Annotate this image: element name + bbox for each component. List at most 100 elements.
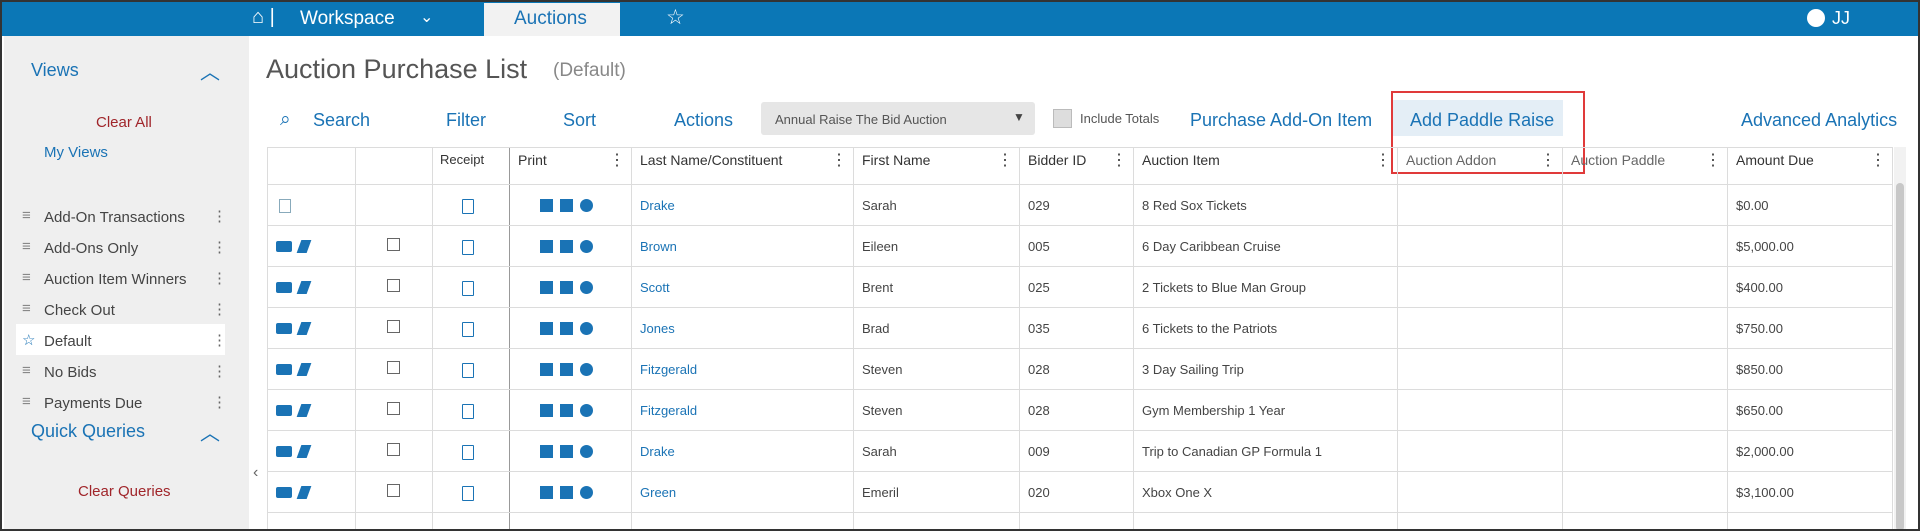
view-item[interactable]: Default: [44, 333, 92, 350]
view-item[interactable]: Check Out: [44, 302, 115, 319]
column-menu[interactable]: ⋮: [1111, 152, 1127, 169]
collapse[interactable]: ︿: [200, 62, 220, 84]
payment-icon[interactable]: [276, 446, 292, 457]
payment-icon[interactable]: [276, 364, 292, 375]
scroll-thumb[interactable]: [1896, 183, 1904, 531]
receipt-icon[interactable]: [462, 199, 474, 214]
row-checkbox[interactable]: [387, 238, 400, 251]
last-name-link[interactable]: Green: [640, 485, 677, 500]
print-icon[interactable]: [540, 240, 553, 253]
bid-icon[interactable]: [296, 445, 312, 458]
payment-icon[interactable]: [276, 241, 292, 252]
print-icon[interactable]: [580, 404, 593, 417]
column-menu[interactable]: ⋮: [1375, 152, 1391, 169]
print-icon[interactable]: [580, 322, 593, 335]
last-name-link[interactable]: Drake: [640, 444, 675, 459]
print-icon[interactable]: [560, 322, 573, 335]
print-icon[interactable]: [560, 199, 573, 212]
view-item[interactable]: No Bids: [44, 364, 97, 381]
view-item[interactable]: Add-Ons Only: [44, 240, 139, 257]
workspace-menu[interactable]: Workspace: [300, 8, 395, 29]
receipt-icon[interactable]: [462, 486, 474, 501]
payment-icon[interactable]: [276, 487, 292, 498]
last-name-link[interactable]: Brown: [640, 239, 677, 254]
view-menu[interactable]: ⋮: [212, 332, 227, 349]
print-icon[interactable]: [580, 281, 593, 294]
delete-icon[interactable]: [279, 199, 291, 213]
bid-icon[interactable]: [296, 281, 312, 294]
purchase-addon[interactable]: Purchase Add-On Item: [1190, 110, 1373, 130]
payment-icon[interactable]: [276, 323, 292, 334]
view-menu[interactable]: ⋮: [212, 239, 227, 256]
last-name-link[interactable]: Fitzgerald: [640, 403, 698, 418]
print-icon[interactable]: [540, 199, 553, 212]
bid-icon[interactable]: [296, 486, 312, 499]
print-icon[interactable]: [580, 240, 593, 253]
print-icon[interactable]: [560, 445, 573, 458]
row-checkbox[interactable]: [387, 402, 400, 415]
receipt-icon[interactable]: [462, 363, 474, 378]
collapse[interactable]: ︿: [200, 423, 220, 445]
row-checkbox[interactable]: [387, 361, 400, 374]
print-icon[interactable]: [540, 486, 553, 499]
clear-queries[interactable]: Clear Queries: [78, 483, 171, 500]
print-icon[interactable]: [580, 363, 593, 376]
row-checkbox[interactable]: [387, 484, 400, 497]
view-item[interactable]: Add-On Transactions: [44, 209, 185, 226]
print-icon[interactable]: [560, 404, 573, 417]
last-name-link[interactable]: Drake: [640, 198, 675, 213]
payment-icon[interactable]: [276, 405, 292, 416]
add-paddle-raise[interactable]: Add Paddle Raise: [1410, 110, 1555, 130]
search[interactable]: Search: [313, 110, 371, 130]
view-menu[interactable]: ⋮: [212, 394, 227, 411]
print-icon[interactable]: [560, 240, 573, 253]
receipt-icon[interactable]: [462, 322, 474, 337]
favorites[interactable]: ☆: [666, 6, 685, 29]
sidebar-toggle[interactable]: ‹: [253, 464, 259, 481]
print-icon[interactable]: [580, 486, 593, 499]
print-icon[interactable]: [580, 199, 593, 212]
column-menu[interactable]: ⋮: [997, 152, 1013, 169]
print-icon[interactable]: [540, 281, 553, 294]
filter[interactable]: Filter: [446, 110, 486, 130]
bid-icon[interactable]: [296, 404, 312, 417]
bid-icon[interactable]: [296, 363, 312, 376]
column-menu[interactable]: ⋮: [609, 152, 625, 169]
view-item[interactable]: Payments Due: [44, 395, 143, 412]
clear-all[interactable]: Clear All: [96, 114, 152, 131]
print-icon[interactable]: [580, 445, 593, 458]
column-menu[interactable]: ⋮: [1705, 152, 1721, 169]
search[interactable]: ⌕: [280, 109, 291, 130]
receipt-icon[interactable]: [462, 445, 474, 460]
user-menu[interactable]: JJ: [1832, 8, 1850, 28]
view-menu[interactable]: ⋮: [212, 363, 227, 380]
view-item[interactable]: Auction Item Winners: [44, 271, 187, 288]
print-icon[interactable]: [560, 486, 573, 499]
payment-icon[interactable]: [276, 282, 292, 293]
totals-checkbox[interactable]: [1053, 109, 1072, 128]
view-menu[interactable]: ⋮: [212, 270, 227, 287]
row-checkbox[interactable]: [387, 443, 400, 456]
row-checkbox[interactable]: [387, 279, 400, 292]
print-icon[interactable]: [540, 445, 553, 458]
column-menu[interactable]: ⋮: [1870, 152, 1886, 169]
actions[interactable]: Actions: [674, 110, 734, 130]
row-checkbox[interactable]: [387, 320, 400, 333]
sort[interactable]: Sort: [563, 110, 597, 130]
bid-icon[interactable]: [296, 240, 312, 253]
advanced-analytics[interactable]: Advanced Analytics: [1741, 110, 1898, 130]
last-name-link[interactable]: Jones: [640, 321, 675, 336]
home-icon[interactable]: ⌂ |: [252, 6, 275, 28]
views-title[interactable]: Views: [31, 60, 79, 80]
receipt-icon[interactable]: [462, 240, 474, 255]
view-menu[interactable]: ⋮: [212, 208, 227, 225]
print-icon[interactable]: [560, 281, 573, 294]
print-icon[interactable]: [540, 404, 553, 417]
last-name-link[interactable]: Scott: [640, 280, 670, 295]
view-menu[interactable]: ⋮: [212, 301, 227, 318]
receipt-icon[interactable]: [462, 404, 474, 419]
last-name-link[interactable]: Fitzgerald: [640, 362, 698, 377]
quick-title[interactable]: Quick Queries: [31, 421, 146, 441]
auctions-label[interactable]: Auctions: [514, 8, 587, 29]
auctions-tab[interactable]: Auctions: [484, 3, 620, 36]
